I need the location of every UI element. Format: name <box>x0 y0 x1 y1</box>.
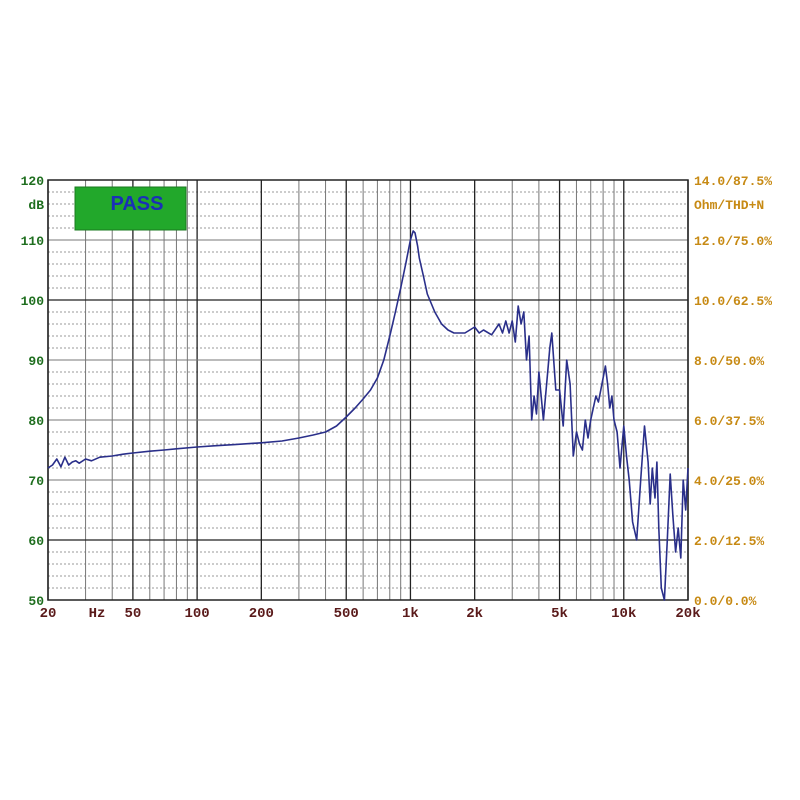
minor-gridlines <box>48 180 688 600</box>
y-tick-label: 100 <box>21 294 45 309</box>
left-axis-ticks: 120 110 100 90 80 70 60 50 <box>21 174 45 609</box>
y-tick-label: 90 <box>28 354 44 369</box>
plot-background <box>48 180 688 600</box>
x-axis-ticks: 20 50 100 200 500 1k 2k 5k 10k 20k <box>40 606 701 622</box>
y2-tick-label: 2.0/12.5% <box>694 534 764 549</box>
y-tick-label: 80 <box>28 414 44 429</box>
y-tick-label: 70 <box>28 474 44 489</box>
x-tick-label: 500 <box>334 606 359 622</box>
y2-tick-label: 0.0/0.0% <box>694 594 757 609</box>
y2-tick-label: 14.0/87.5% <box>694 174 772 189</box>
y2-tick-label: 6.0/37.5% <box>694 414 764 429</box>
right-axis-ticks: 14.0/87.5% 12.0/75.0% 10.0/62.5% 8.0/50.0% 6… <box>694 174 772 609</box>
x-tick-label: 10k <box>611 606 636 622</box>
x-tick-label: 200 <box>249 606 274 622</box>
status-badge: PASS <box>74 186 187 231</box>
x-tick-label: 1k <box>402 606 419 622</box>
y-tick-label: 120 <box>21 174 45 189</box>
status-badge-background <box>74 186 187 231</box>
y2-tick-label: 4.0/25.0% <box>694 474 764 489</box>
left-axis-unit-label: dB <box>28 198 44 213</box>
y2-tick-label: 8.0/50.0% <box>694 354 764 369</box>
x-tick-label: 20k <box>675 606 700 622</box>
status-badge-label: PASS <box>111 193 164 215</box>
x-axis-unit-label: Hz <box>89 606 106 622</box>
plot-frame <box>47 179 689 601</box>
x-tick-label: 50 <box>124 606 141 622</box>
x-tick-label: 2k <box>466 606 483 622</box>
y-tick-label: 50 <box>28 594 44 609</box>
y2-tick-label: 12.0/75.0% <box>694 234 772 249</box>
x-tick-label: 100 <box>185 606 210 622</box>
response-trace <box>47 230 689 601</box>
y-tick-label: 110 <box>21 234 45 249</box>
x-tick-label: 20 <box>40 606 57 622</box>
y2-tick-label: 10.0/62.5% <box>694 294 772 309</box>
y-tick-label: 60 <box>28 534 44 549</box>
x-tick-label: 5k <box>551 606 568 622</box>
right-axis-unit-label: Ohm/THD+N <box>694 198 764 213</box>
